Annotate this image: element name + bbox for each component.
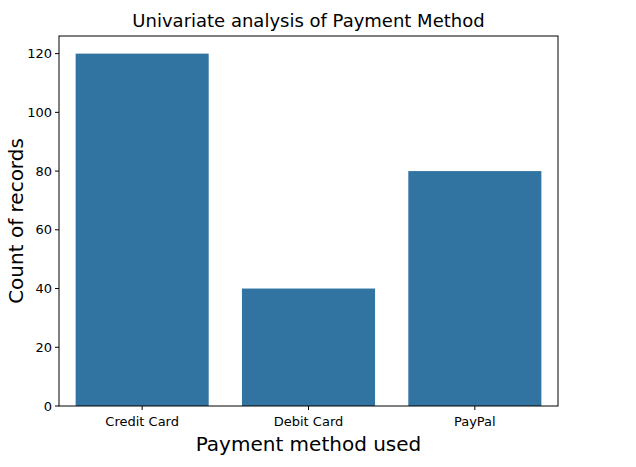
- y-tick-label: 100: [27, 105, 52, 120]
- bar: [242, 289, 375, 406]
- y-tick-label: 120: [27, 46, 52, 61]
- x-tick: [142, 406, 143, 410]
- y-tick-label: 40: [35, 281, 52, 296]
- x-tick-label: PayPal: [454, 414, 496, 429]
- y-tick: [55, 53, 59, 54]
- x-axis-label: Payment method used: [196, 432, 422, 456]
- plot-frame: [59, 36, 558, 406]
- bars: [76, 54, 542, 406]
- y-tick: [55, 112, 59, 113]
- y-tick: [55, 229, 59, 230]
- x-tick: [474, 406, 475, 410]
- y-tick-label: 80: [35, 164, 52, 179]
- x-tick-label: Credit Card: [105, 414, 179, 429]
- y-tick-label: 60: [35, 222, 52, 237]
- y-tick: [55, 171, 59, 172]
- y-tick: [55, 288, 59, 289]
- chart-title: Univariate analysis of Payment Method: [132, 10, 484, 31]
- bar: [76, 54, 209, 406]
- y-tick: [55, 347, 59, 348]
- y-tick-label: 0: [44, 399, 52, 414]
- x-tick: [308, 406, 309, 410]
- chart-container: 0 20 40 60 80 100 120 Credit Card Debit Card PayP…: [0, 0, 636, 467]
- chart-svg: 0 20 40 60 80 100 120 Credit Card Debit Card PayP…: [0, 0, 636, 467]
- bar: [408, 171, 541, 406]
- y-tick: [55, 406, 59, 407]
- y-tick-label: 20: [35, 340, 52, 355]
- y-axis-label: Count of records: [4, 138, 28, 304]
- x-tick-label: Debit Card: [274, 414, 344, 429]
